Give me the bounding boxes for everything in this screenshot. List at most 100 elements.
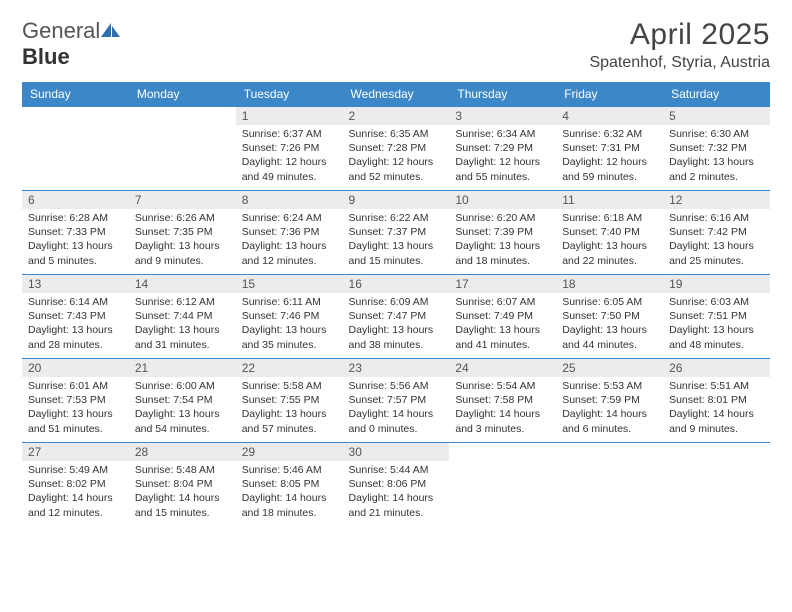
day-number: 28 bbox=[129, 443, 236, 461]
day-details: Sunrise: 6:32 AMSunset: 7:31 PMDaylight:… bbox=[556, 125, 663, 188]
day-details: Sunrise: 6:35 AMSunset: 7:28 PMDaylight:… bbox=[343, 125, 450, 188]
day-number: 19 bbox=[663, 275, 770, 293]
day-number: 23 bbox=[343, 359, 450, 377]
calendar-day-cell: 2Sunrise: 6:35 AMSunset: 7:28 PMDaylight… bbox=[343, 107, 450, 191]
calendar-day-cell bbox=[556, 443, 663, 527]
calendar-day-cell bbox=[22, 107, 129, 191]
day-number: 5 bbox=[663, 107, 770, 125]
day-number: 27 bbox=[22, 443, 129, 461]
calendar-day-cell: 4Sunrise: 6:32 AMSunset: 7:31 PMDaylight… bbox=[556, 107, 663, 191]
day-details: Sunrise: 6:01 AMSunset: 7:53 PMDaylight:… bbox=[22, 377, 129, 440]
day-number: 8 bbox=[236, 191, 343, 209]
day-number: 26 bbox=[663, 359, 770, 377]
day-number: 29 bbox=[236, 443, 343, 461]
day-details: Sunrise: 6:16 AMSunset: 7:42 PMDaylight:… bbox=[663, 209, 770, 272]
day-number: 6 bbox=[22, 191, 129, 209]
calendar-day-cell bbox=[663, 443, 770, 527]
day-details: Sunrise: 5:56 AMSunset: 7:57 PMDaylight:… bbox=[343, 377, 450, 440]
weekday-header: Tuesday bbox=[236, 82, 343, 107]
calendar-day-cell bbox=[449, 443, 556, 527]
day-details: Sunrise: 5:46 AMSunset: 8:05 PMDaylight:… bbox=[236, 461, 343, 524]
brand-part1: General bbox=[22, 18, 100, 43]
day-number: 20 bbox=[22, 359, 129, 377]
calendar-table: SundayMondayTuesdayWednesdayThursdayFrid… bbox=[22, 82, 770, 527]
day-details: Sunrise: 6:30 AMSunset: 7:32 PMDaylight:… bbox=[663, 125, 770, 188]
calendar-day-cell: 27Sunrise: 5:49 AMSunset: 8:02 PMDayligh… bbox=[22, 443, 129, 527]
day-details: Sunrise: 6:05 AMSunset: 7:50 PMDaylight:… bbox=[556, 293, 663, 356]
day-details: Sunrise: 5:44 AMSunset: 8:06 PMDaylight:… bbox=[343, 461, 450, 524]
title-block: April 2025 Spatenhof, Styria, Austria bbox=[589, 18, 770, 72]
calendar-day-cell: 3Sunrise: 6:34 AMSunset: 7:29 PMDaylight… bbox=[449, 107, 556, 191]
calendar-week-row: 27Sunrise: 5:49 AMSunset: 8:02 PMDayligh… bbox=[22, 443, 770, 527]
day-number: 11 bbox=[556, 191, 663, 209]
day-number: 21 bbox=[129, 359, 236, 377]
calendar-day-cell: 30Sunrise: 5:44 AMSunset: 8:06 PMDayligh… bbox=[343, 443, 450, 527]
day-number: 22 bbox=[236, 359, 343, 377]
day-number: 10 bbox=[449, 191, 556, 209]
calendar-day-cell: 23Sunrise: 5:56 AMSunset: 7:57 PMDayligh… bbox=[343, 359, 450, 443]
page-header: General Blue April 2025 Spatenhof, Styri… bbox=[22, 18, 770, 72]
calendar-day-cell: 20Sunrise: 6:01 AMSunset: 7:53 PMDayligh… bbox=[22, 359, 129, 443]
brand-part2: Blue bbox=[22, 44, 70, 69]
day-number: 16 bbox=[343, 275, 450, 293]
calendar-day-cell bbox=[129, 107, 236, 191]
day-details: Sunrise: 6:09 AMSunset: 7:47 PMDaylight:… bbox=[343, 293, 450, 356]
day-details: Sunrise: 6:34 AMSunset: 7:29 PMDaylight:… bbox=[449, 125, 556, 188]
day-number: 25 bbox=[556, 359, 663, 377]
calendar-day-cell: 26Sunrise: 5:51 AMSunset: 8:01 PMDayligh… bbox=[663, 359, 770, 443]
day-number: 18 bbox=[556, 275, 663, 293]
day-details: Sunrise: 5:51 AMSunset: 8:01 PMDaylight:… bbox=[663, 377, 770, 440]
day-details: Sunrise: 6:26 AMSunset: 7:35 PMDaylight:… bbox=[129, 209, 236, 272]
weekday-header: Thursday bbox=[449, 82, 556, 107]
calendar-day-cell: 6Sunrise: 6:28 AMSunset: 7:33 PMDaylight… bbox=[22, 191, 129, 275]
weekday-header-row: SundayMondayTuesdayWednesdayThursdayFrid… bbox=[22, 82, 770, 107]
day-number: 3 bbox=[449, 107, 556, 125]
calendar-day-cell: 7Sunrise: 6:26 AMSunset: 7:35 PMDaylight… bbox=[129, 191, 236, 275]
day-number: 15 bbox=[236, 275, 343, 293]
calendar-day-cell: 17Sunrise: 6:07 AMSunset: 7:49 PMDayligh… bbox=[449, 275, 556, 359]
day-details: Sunrise: 6:37 AMSunset: 7:26 PMDaylight:… bbox=[236, 125, 343, 188]
calendar-week-row: 6Sunrise: 6:28 AMSunset: 7:33 PMDaylight… bbox=[22, 191, 770, 275]
calendar-week-row: 13Sunrise: 6:14 AMSunset: 7:43 PMDayligh… bbox=[22, 275, 770, 359]
location-label: Spatenhof, Styria, Austria bbox=[589, 54, 770, 72]
day-details: Sunrise: 6:12 AMSunset: 7:44 PMDaylight:… bbox=[129, 293, 236, 356]
calendar-week-row: 20Sunrise: 6:01 AMSunset: 7:53 PMDayligh… bbox=[22, 359, 770, 443]
weekday-header: Wednesday bbox=[343, 82, 450, 107]
day-details: Sunrise: 5:53 AMSunset: 7:59 PMDaylight:… bbox=[556, 377, 663, 440]
calendar-day-cell: 28Sunrise: 5:48 AMSunset: 8:04 PMDayligh… bbox=[129, 443, 236, 527]
day-details: Sunrise: 5:48 AMSunset: 8:04 PMDaylight:… bbox=[129, 461, 236, 524]
day-number: 7 bbox=[129, 191, 236, 209]
day-number: 9 bbox=[343, 191, 450, 209]
day-number: 13 bbox=[22, 275, 129, 293]
day-number: 17 bbox=[449, 275, 556, 293]
day-details: Sunrise: 6:07 AMSunset: 7:49 PMDaylight:… bbox=[449, 293, 556, 356]
day-details: Sunrise: 6:14 AMSunset: 7:43 PMDaylight:… bbox=[22, 293, 129, 356]
calendar-day-cell: 19Sunrise: 6:03 AMSunset: 7:51 PMDayligh… bbox=[663, 275, 770, 359]
calendar-day-cell: 15Sunrise: 6:11 AMSunset: 7:46 PMDayligh… bbox=[236, 275, 343, 359]
calendar-day-cell: 11Sunrise: 6:18 AMSunset: 7:40 PMDayligh… bbox=[556, 191, 663, 275]
day-details: Sunrise: 5:49 AMSunset: 8:02 PMDaylight:… bbox=[22, 461, 129, 524]
day-number: 24 bbox=[449, 359, 556, 377]
day-details: Sunrise: 5:54 AMSunset: 7:58 PMDaylight:… bbox=[449, 377, 556, 440]
calendar-day-cell: 18Sunrise: 6:05 AMSunset: 7:50 PMDayligh… bbox=[556, 275, 663, 359]
weekday-header: Sunday bbox=[22, 82, 129, 107]
calendar-day-cell: 10Sunrise: 6:20 AMSunset: 7:39 PMDayligh… bbox=[449, 191, 556, 275]
weekday-header: Friday bbox=[556, 82, 663, 107]
weekday-header: Saturday bbox=[663, 82, 770, 107]
day-number: 30 bbox=[343, 443, 450, 461]
sail-icon bbox=[100, 22, 122, 38]
day-details: Sunrise: 6:18 AMSunset: 7:40 PMDaylight:… bbox=[556, 209, 663, 272]
calendar-day-cell: 8Sunrise: 6:24 AMSunset: 7:36 PMDaylight… bbox=[236, 191, 343, 275]
calendar-day-cell: 22Sunrise: 5:58 AMSunset: 7:55 PMDayligh… bbox=[236, 359, 343, 443]
calendar-day-cell: 5Sunrise: 6:30 AMSunset: 7:32 PMDaylight… bbox=[663, 107, 770, 191]
day-number: 1 bbox=[236, 107, 343, 125]
day-number: 14 bbox=[129, 275, 236, 293]
day-number: 4 bbox=[556, 107, 663, 125]
month-title: April 2025 bbox=[589, 18, 770, 52]
brand-logo: General Blue bbox=[22, 18, 122, 70]
day-details: Sunrise: 6:03 AMSunset: 7:51 PMDaylight:… bbox=[663, 293, 770, 356]
day-details: Sunrise: 6:00 AMSunset: 7:54 PMDaylight:… bbox=[129, 377, 236, 440]
calendar-day-cell: 29Sunrise: 5:46 AMSunset: 8:05 PMDayligh… bbox=[236, 443, 343, 527]
calendar-day-cell: 13Sunrise: 6:14 AMSunset: 7:43 PMDayligh… bbox=[22, 275, 129, 359]
calendar-day-cell: 9Sunrise: 6:22 AMSunset: 7:37 PMDaylight… bbox=[343, 191, 450, 275]
